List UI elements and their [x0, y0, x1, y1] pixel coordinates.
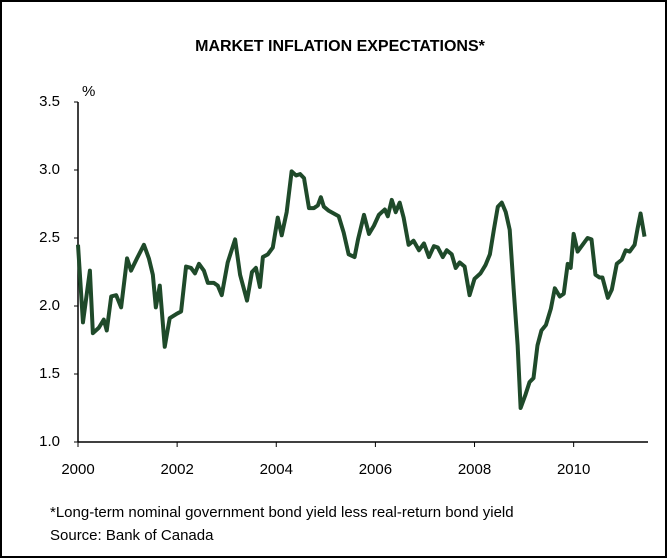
data-line — [76, 169, 647, 410]
source-note: Source: Bank of Canada — [50, 527, 214, 544]
chart-title: MARKET INFLATION EXPECTATIONS* — [195, 38, 486, 55]
footnote: *Long-term nominal government bond yield… — [50, 504, 514, 521]
x-tick-label: 2004 — [260, 461, 293, 478]
x-tick-label: 2000 — [61, 461, 94, 478]
y-tick-label: 3.5 — [39, 93, 60, 110]
x-tick-label: 2002 — [160, 461, 193, 478]
x-tick-label: 2008 — [458, 461, 491, 478]
y-tick-label: 2.5 — [39, 229, 60, 246]
x-tick-label: 2010 — [557, 461, 590, 478]
y-axis-label: % — [82, 83, 95, 100]
x-tick-label: 2006 — [359, 461, 392, 478]
y-tick-label: 1.5 — [39, 365, 60, 382]
y-tick-label: 2.0 — [39, 297, 60, 314]
y-tick-label: 1.0 — [39, 433, 60, 450]
y-tick-label: 3.0 — [39, 161, 60, 178]
